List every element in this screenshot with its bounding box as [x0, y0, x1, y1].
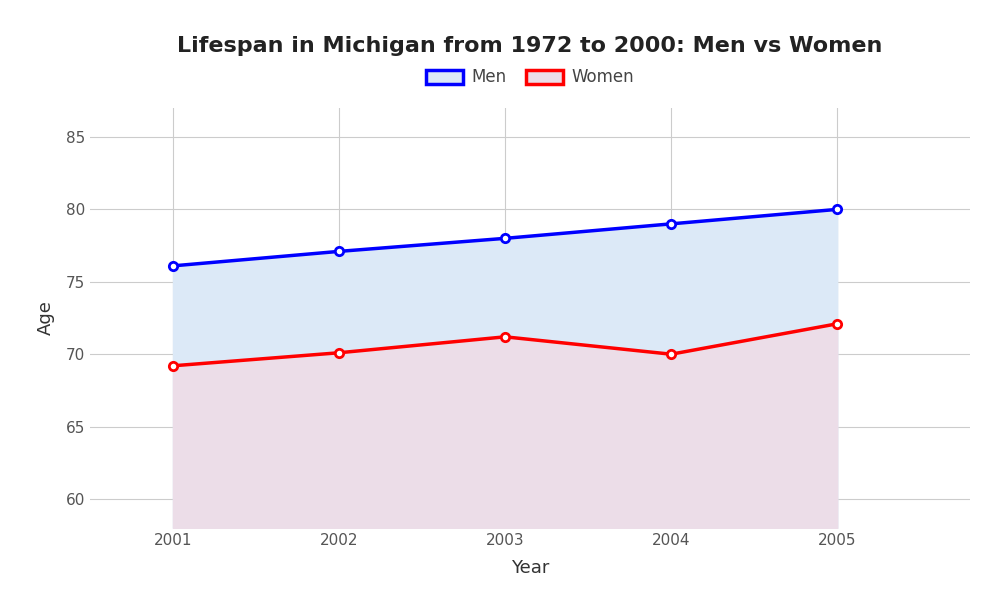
Title: Lifespan in Michigan from 1972 to 2000: Men vs Women: Lifespan in Michigan from 1972 to 2000: … [177, 37, 883, 56]
Y-axis label: Age: Age [37, 301, 55, 335]
X-axis label: Year: Year [511, 559, 549, 577]
Legend: Men, Women: Men, Women [419, 62, 641, 93]
